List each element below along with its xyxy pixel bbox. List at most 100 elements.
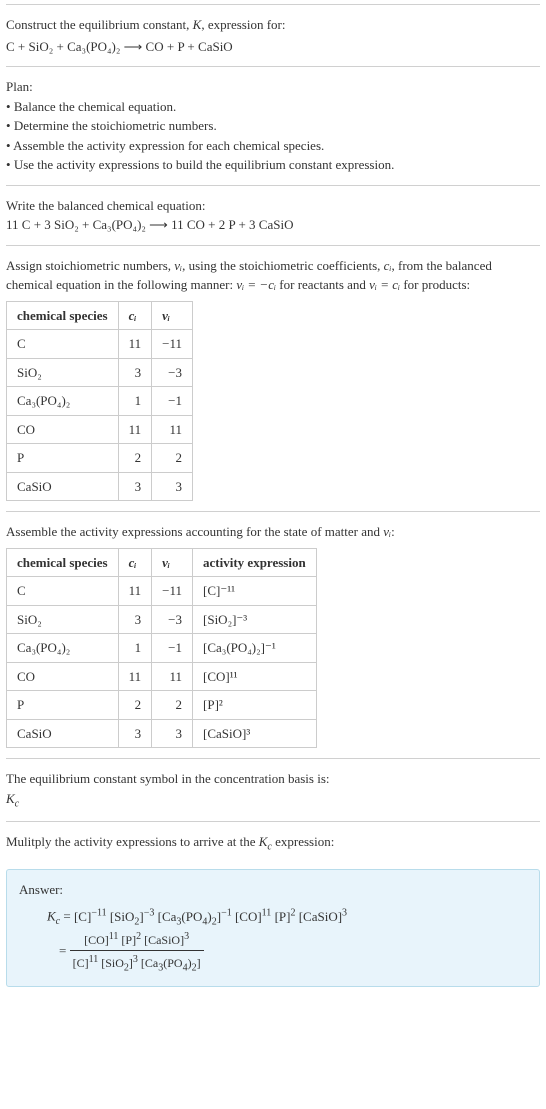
cell-ci: 1 [118,634,152,663]
plan-heading: Plan: [6,77,540,97]
stoich-section: Assign stoichiometric numbers, νᵢ, using… [6,245,540,512]
answer-box: Answer: Kc = [C]−11 [SiO2]−3 [Ca3(PO4)2]… [6,869,540,987]
cell-vi: −3 [152,605,193,634]
cell-ci: 11 [118,330,152,359]
cell-species: Ca₃(PO₄)₂ [7,634,119,663]
prompt-section: Construct the equilibrium constant, K, e… [6,4,540,66]
activity-heading: Assemble the activity expressions accoun… [6,522,540,542]
cell-species: C [7,330,119,359]
cell-ci: 11 [118,577,152,606]
activity-heading-a: Assemble the activity expressions accoun… [6,524,383,539]
cell-activity: [CaSiO]³ [193,719,317,748]
cell-ci: 11 [118,662,152,691]
table-row: CaSiO33 [7,472,193,501]
cell-species: SiO₂ [7,605,119,634]
cell-ci: 3 [118,358,152,387]
cell-vi: −11 [152,330,193,359]
stoich-text-b: , using the stoichiometric coefficients, [182,258,384,273]
table-header-row: chemical species cᵢ νᵢ [7,301,193,330]
table-row: C11−11 [7,330,193,359]
cell-vi: −1 [152,387,193,416]
frac-denominator: [C]11 [SiO2]3 [Ca3(PO4)2] [70,951,204,975]
cell-species: P [7,444,119,473]
stoich-text-d: for reactants and [276,277,369,292]
answer-eq2: = [59,943,70,958]
cell-ci: 2 [118,691,152,720]
cell-ci: 11 [118,415,152,444]
cell-vi: 3 [152,719,193,748]
cell-vi: −11 [152,577,193,606]
answer-body: Kc = [C]−11 [SiO2]−3 [Ca3(PO4)2]−1 [CO]1… [19,905,527,975]
plan-section: Plan: Balance the chemical equation. Det… [6,66,540,185]
col-species: chemical species [7,548,119,577]
plan-item: Determine the stoichiometric numbers. [6,116,540,136]
table-header-row: chemical species cᵢ νᵢ activity expressi… [7,548,317,577]
answer-eq: = [63,909,74,924]
col-activity: activity expression [193,548,317,577]
plan-item: Assemble the activity expression for eac… [6,136,540,156]
reaction-text: C + SiO₂ + Ca₃(PO₄)₂ ⟶ CO + P + CaSiO [6,39,233,54]
cell-species: CO [7,415,119,444]
cell-vi: 2 [152,444,193,473]
multiply-b: expression: [272,834,334,849]
col-vi: νᵢ [152,301,193,330]
stoich-rel1: νᵢ = −cᵢ [236,277,276,292]
cell-ci: 3 [118,605,152,634]
activity-vi: νᵢ [383,524,391,539]
table-row: CaSiO33[CaSiO]³ [7,719,317,748]
multiply-section: Mulitply the activity expressions to arr… [6,821,540,865]
answer-top-expr: [C]−11 [SiO2]−3 [Ca3(PO4)2]−1 [CO]11 [P]… [74,909,347,924]
stoich-vi: νᵢ [174,258,182,273]
stoich-rel2: νᵢ = cᵢ [369,277,400,292]
table-row: Ca₃(PO₄)₂1−1 [7,387,193,416]
cell-vi: 3 [152,472,193,501]
prompt-line-1: Construct the equilibrium constant, K, e… [6,15,540,35]
prompt-text-b: , expression for: [201,17,285,32]
cell-species: Ca₃(PO₄)₂ [7,387,119,416]
cell-species: P [7,691,119,720]
col-ci: cᵢ [118,301,152,330]
table-row: CO1111 [7,415,193,444]
cell-species: CaSiO [7,472,119,501]
cell-species: CaSiO [7,719,119,748]
table-row: P22[P]² [7,691,317,720]
cell-activity: [CO]¹¹ [193,662,317,691]
answer-fraction: [CO]11 [P]2 [CaSiO]3 [C]11 [SiO2]3 [Ca3(… [70,929,204,975]
cell-activity: [P]² [193,691,317,720]
balanced-reaction-text: 11 C + 3 SiO₂ + Ca₃(PO₄)₂ ⟶ 11 CO + 2 P … [6,217,293,232]
plan-list: Balance the chemical equation. Determine… [6,97,540,175]
cell-vi: 11 [152,415,193,444]
activity-table: chemical species cᵢ νᵢ activity expressi… [6,548,317,749]
cell-vi: −1 [152,634,193,663]
symbol-section: The equilibrium constant symbol in the c… [6,758,540,821]
cell-ci: 1 [118,387,152,416]
plan-item: Use the activity expressions to build th… [6,155,540,175]
activity-heading-b: : [391,524,395,539]
answer-top-line: Kc = [C]−11 [SiO2]−3 [Ca3(PO4)2]−1 [CO]1… [47,905,527,929]
cell-activity: [SiO₂]⁻³ [193,605,317,634]
balanced-section: Write the balanced chemical equation: 11… [6,185,540,245]
plan-item: Balance the chemical equation. [6,97,540,117]
cell-ci: 2 [118,444,152,473]
unbalanced-reaction: C + SiO₂ + Ca₃(PO₄)₂ ⟶ CO + P + CaSiO [6,37,540,57]
multiply-a: Mulitply the activity expressions to arr… [6,834,259,849]
frac-numerator: [CO]11 [P]2 [CaSiO]3 [70,929,204,951]
table-row: SiO₂3−3 [7,358,193,387]
symbol-kc: Kc [6,789,540,812]
cell-vi: −3 [152,358,193,387]
symbol-line1: The equilibrium constant symbol in the c… [6,769,540,789]
cell-ci: 3 [118,719,152,748]
table-row: CO1111[CO]¹¹ [7,662,317,691]
cell-activity: [C]⁻¹¹ [193,577,317,606]
stoich-intro: Assign stoichiometric numbers, νᵢ, using… [6,256,540,295]
col-species: chemical species [7,301,119,330]
cell-species: C [7,577,119,606]
kc-ital: K [6,791,15,806]
activity-section: Assemble the activity expressions accoun… [6,511,540,758]
cell-vi: 2 [152,691,193,720]
answer-kc-sub: c [56,916,60,927]
stoich-text-a: Assign stoichiometric numbers, [6,258,174,273]
stoich-text-e: for products: [400,277,470,292]
table-row: SiO₂3−3[SiO₂]⁻³ [7,605,317,634]
stoich-ci: cᵢ [384,258,392,273]
